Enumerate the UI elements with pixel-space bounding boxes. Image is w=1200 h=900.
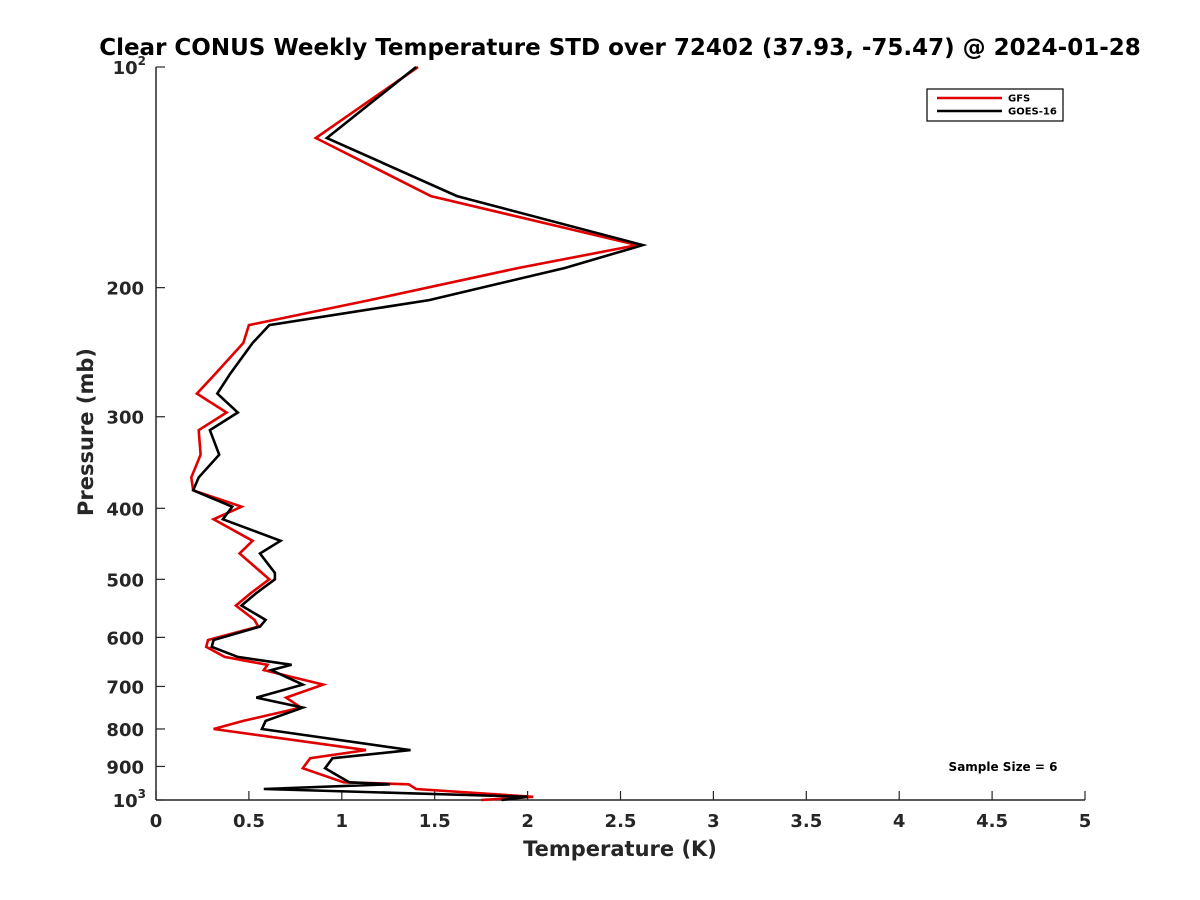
x-tick-label: 0 [150,811,163,832]
chart-title: Clear CONUS Weekly Temperature STD over … [99,35,1141,61]
legend-label-gfs: GFS [1008,94,1030,105]
y-tick-label: 900 [106,757,144,778]
y-tick-label: 800 [106,720,144,741]
y-tick-label: 200 [106,279,144,300]
series-line-goes-16 [191,65,648,802]
series-line-gfs [189,65,638,802]
y-tick-label: 103 [113,787,146,812]
sample-size-annotation: Sample Size = 6 [949,760,1058,774]
y-tick-label: 500 [106,570,144,591]
x-tick-label: 3.5 [790,811,822,832]
legend-box [926,88,1064,122]
y-tick-label: 300 [106,408,144,429]
y-tick-label: 700 [106,677,144,698]
y-axis-label: Pressure (mb) [74,348,98,516]
y-tick-label: 600 [106,628,144,649]
legend-label-goes-16: GOES-16 [1008,107,1057,118]
x-tick-label: 1 [336,811,349,832]
y-tick-label: 102 [113,54,146,79]
x-tick-label: 2 [521,811,534,832]
x-tick-label: 4 [893,811,906,832]
legend: GFS GOES-16 [926,88,1064,122]
x-tick-label: 2.5 [605,811,637,832]
y-tick-label: 400 [106,499,144,520]
x-tick-label: 5 [1079,811,1092,832]
x-tick-label: 3 [707,811,720,832]
x-tick-label: 0.5 [233,811,265,832]
x-tick-label: 4.5 [976,811,1008,832]
plot-area: 0 0.5 1 1.5 2 2.5 3 3.5 4 4.5 5 102 200 300 400 500 600 7… [106,54,1091,832]
x-axis-label: Temperature (K) [523,837,717,861]
x-tick-label: 1.5 [419,811,451,832]
